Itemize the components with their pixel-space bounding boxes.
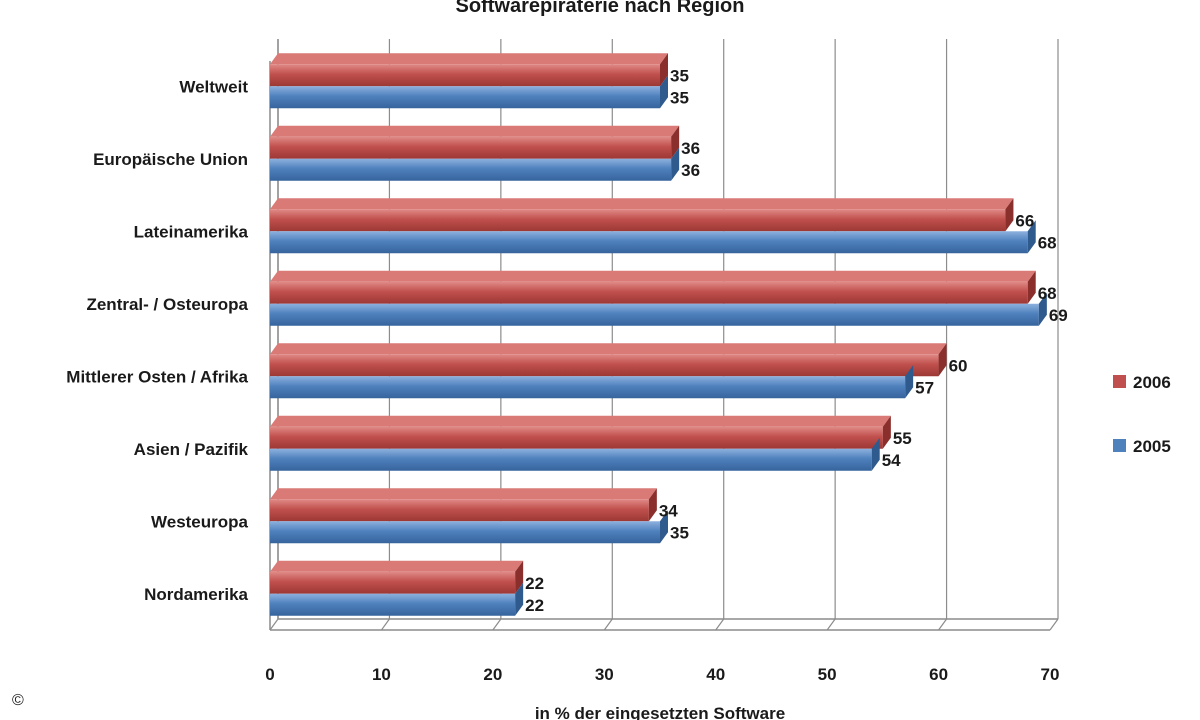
bar-end-face xyxy=(1038,292,1047,326)
category-label: Zentral- / Osteuropa xyxy=(86,295,248,314)
floor-gridline xyxy=(938,618,948,631)
data-label: 35 xyxy=(670,66,689,85)
category-label: Weltweit xyxy=(179,77,248,96)
x-tick-label: 20 xyxy=(483,665,502,684)
bar-end-face xyxy=(1027,270,1036,304)
bars xyxy=(270,53,1047,616)
bar-2005 xyxy=(270,231,1028,254)
data-label: 69 xyxy=(1049,306,1068,325)
bar-top-face xyxy=(270,270,1036,282)
data-label: 22 xyxy=(525,574,544,593)
legend: 2006 2005 xyxy=(1113,373,1171,456)
bar-end-face xyxy=(515,582,524,616)
bar-end-face xyxy=(660,75,668,109)
category-label: Nordamerika xyxy=(144,585,248,604)
data-label: 60 xyxy=(949,356,968,375)
bar-end-face xyxy=(871,437,880,471)
bar-top-face xyxy=(270,560,524,572)
legend-label: 2006 xyxy=(1133,373,1171,392)
floor-gridline xyxy=(603,618,613,631)
floor-gridline xyxy=(269,618,279,631)
bar-2005 xyxy=(270,593,516,616)
data-label: 34 xyxy=(659,501,678,520)
data-label: 22 xyxy=(525,596,544,615)
bar-2005 xyxy=(270,521,660,544)
copyright-mark: © xyxy=(12,692,24,709)
bar-2005 xyxy=(270,448,872,471)
data-label: 68 xyxy=(1038,233,1057,252)
bar-2006 xyxy=(270,499,649,522)
bar-end-face xyxy=(648,488,657,522)
bar-top-face xyxy=(270,53,668,65)
category-label: Lateinamerika xyxy=(134,222,249,241)
data-label: 57 xyxy=(915,378,934,397)
x-tick-label: 0 xyxy=(265,665,274,684)
x-axis-title: in % der eingesetzten Software xyxy=(535,704,785,720)
x-tick-label: 50 xyxy=(818,665,837,684)
bar-end-face xyxy=(882,415,891,449)
bar-end-face xyxy=(1005,198,1014,232)
x-tick-label: 40 xyxy=(706,665,725,684)
bar-top-face xyxy=(270,343,947,355)
bar-2006 xyxy=(270,354,939,377)
bar-2005 xyxy=(270,376,906,399)
bar-2005 xyxy=(270,303,1039,326)
bar-top-face xyxy=(270,125,680,137)
bar-2006 xyxy=(270,136,672,159)
floor-gridline xyxy=(492,618,502,631)
floor-gridline xyxy=(1049,618,1059,631)
category-label: Mittlerer Osten / Afrika xyxy=(66,367,248,386)
bar-end-face xyxy=(938,343,947,377)
x-tick-label: 60 xyxy=(929,665,948,684)
labels: 0 10 20 30 40 50 60 70 Weltweit 35 35 Europäische U… xyxy=(66,66,1067,684)
bar-2006 xyxy=(270,571,516,594)
data-label: 35 xyxy=(670,88,689,107)
data-label: 36 xyxy=(681,161,700,180)
bar-top-face xyxy=(270,415,891,427)
floor-gridline xyxy=(380,618,390,631)
category-label: Asien / Pazifik xyxy=(134,440,249,459)
data-label: 66 xyxy=(1015,211,1034,230)
data-label: 54 xyxy=(882,451,901,470)
legend-swatch-2006 xyxy=(1113,375,1126,388)
bar-end-face xyxy=(905,365,914,399)
bar-2006 xyxy=(270,281,1028,304)
bar-2006 xyxy=(270,209,1006,232)
data-label: 35 xyxy=(670,523,689,542)
bar-end-face xyxy=(1027,220,1036,254)
x-tick-label: 30 xyxy=(595,665,614,684)
x-tick-label: 10 xyxy=(372,665,391,684)
x-tick-label: 70 xyxy=(1041,665,1060,684)
legend-label: 2005 xyxy=(1133,437,1171,456)
bar-top-face xyxy=(270,488,657,500)
data-label: 55 xyxy=(893,429,912,448)
category-label: Westeuropa xyxy=(151,512,249,531)
bar-2006 xyxy=(270,64,660,87)
floor-gridline xyxy=(826,618,836,631)
bar-top-face xyxy=(270,198,1014,210)
chart-title: Softwarepiraterie nach Region xyxy=(456,0,745,17)
bar-end-face xyxy=(660,510,668,544)
legend-swatch-2005 xyxy=(1113,439,1126,452)
bar-2006 xyxy=(270,426,883,449)
bar-2005 xyxy=(270,158,672,181)
data-label: 36 xyxy=(681,139,700,158)
data-label: 68 xyxy=(1038,284,1057,303)
bar-2005 xyxy=(270,86,660,109)
bar-end-face xyxy=(671,147,680,181)
floor-gridline xyxy=(715,618,725,631)
category-label: Europäische Union xyxy=(93,150,248,169)
